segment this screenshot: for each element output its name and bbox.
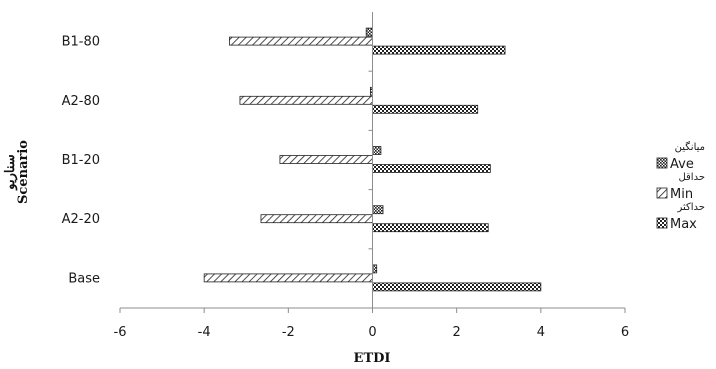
y-axis-title-alt: سناریو (3, 154, 18, 190)
y-axis-title: Scenario (16, 140, 31, 204)
legend-swatch-ave (656, 157, 668, 169)
x-tick-label: 0 (368, 325, 376, 340)
bar-min-b1-20 (279, 155, 373, 164)
bar-min-a2-80 (239, 95, 373, 105)
bar-min-a2-20 (260, 214, 373, 224)
x-tick-label: -4 (198, 325, 211, 340)
legend-label-alt: میانگین (675, 141, 705, 153)
category-label: A2-80 (62, 94, 100, 109)
bar-ave-b1-20 (372, 146, 382, 155)
bar-min-b1-80 (229, 36, 373, 46)
x-tick-label: -6 (114, 325, 127, 340)
bar-max-base (372, 282, 542, 292)
category-label: B1-20 (62, 153, 100, 168)
legend-swatch-max (656, 217, 668, 229)
x-tick-label: 4 (537, 325, 545, 340)
x-ticks: -6 -4 -2 0 2 4 6 (114, 308, 629, 340)
bar-ave-base (372, 264, 378, 274)
legend-label-ave: Ave (670, 157, 694, 172)
bar-ave-a2-20 (372, 205, 384, 215)
x-tick-label: 6 (621, 325, 629, 340)
legend-label-alt: حداقل (678, 172, 705, 183)
x-axis-title: ETDI (354, 351, 391, 366)
bar-max-a2-20 (372, 223, 489, 233)
y-axis-title-group: سناریو Scenario (3, 140, 31, 204)
x-tick-label: -2 (282, 325, 295, 340)
category-label: Base (68, 271, 100, 286)
category-label: B1-80 (62, 35, 100, 50)
bar-max-a2-80 (372, 104, 479, 114)
legend-swatch-min (656, 187, 668, 199)
bar-ave-b1-80 (365, 27, 373, 37)
bar-max-b1-80 (372, 45, 506, 55)
x-tick-label: 2 (453, 325, 461, 340)
category-labels: Base A2-20 B1-20 A2-80 B1-80 (62, 35, 373, 309)
category-label: A2-20 (62, 212, 100, 227)
bar-min-base (203, 273, 373, 283)
legend-label-max: Max (670, 217, 697, 232)
legend-label-alt: حداکثر (676, 202, 705, 213)
bar-max-b1-20 (372, 164, 491, 173)
legend-label-min: Min (670, 187, 693, 202)
